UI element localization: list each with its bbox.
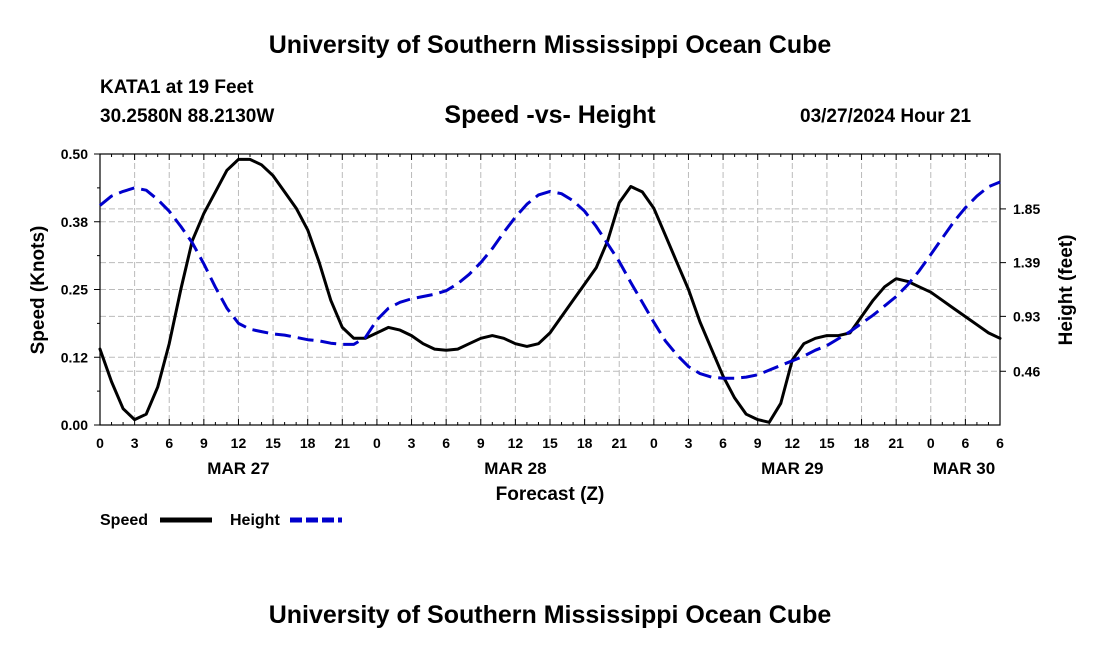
axis-ticks: 0 3 6 9 12 15 18 21 0 3 6 9 12 15 18 21 0 3 6 9 12 15 18 21 0 6 6 0…: [61, 146, 1041, 478]
x-tick-label: 6: [961, 435, 969, 451]
y-tick-label: 0.12: [61, 349, 88, 365]
grid: [100, 154, 1000, 425]
x-day-label: MAR 29: [761, 459, 823, 478]
station-coordinates: 30.2580N 88.2130W: [100, 106, 275, 127]
x-tick-label: 0: [650, 435, 658, 451]
y-tick-label: 0.25: [61, 282, 88, 298]
legend-label-speed: Speed: [100, 512, 148, 529]
x-tick-label: 3: [131, 435, 139, 451]
x-tick-label: 12: [231, 435, 247, 451]
x-axis-title: Forecast (Z): [496, 484, 605, 505]
x-tick-label: 12: [785, 435, 801, 451]
series-group: [98, 157, 1002, 424]
series-line-height: [99, 180, 1001, 380]
x-tick-label: 21: [611, 435, 627, 451]
footer-title: University of Southern Mississippi Ocean…: [268, 601, 832, 629]
y2-tick-label: 0.46: [1013, 363, 1040, 379]
legend: Speed Height: [100, 512, 342, 529]
x-tick-label: 6: [719, 435, 727, 451]
station-label: KATA1 at 19 Feet: [100, 77, 254, 98]
x-day-label: MAR 30: [933, 459, 995, 478]
x-tick-label: 6: [996, 435, 1004, 451]
x-tick-label: 9: [477, 435, 485, 451]
x-tick-label: 15: [819, 435, 835, 451]
x-tick-label: 0: [96, 435, 104, 451]
x-tick-label: 0: [927, 435, 935, 451]
x-tick-label: 0: [373, 435, 381, 451]
x-tick-label: 12: [508, 435, 524, 451]
x-tick-label: 21: [888, 435, 904, 451]
y-tick-label: 0.50: [61, 146, 88, 162]
x-tick-label: 3: [685, 435, 693, 451]
x-tick-label: 18: [577, 435, 593, 451]
y2-tick-label: 0.93: [1013, 308, 1040, 324]
x-tick-label: 9: [200, 435, 208, 451]
legend-label-height: Height: [230, 512, 280, 529]
forecast-datetime: 03/27/2024 Hour 21: [800, 106, 972, 127]
x-tick-label: 3: [408, 435, 416, 451]
y-axis-title: Speed (Knots): [28, 226, 49, 355]
y2-axis-title: Height (feet): [1056, 235, 1077, 346]
y-tick-label: 0.00: [61, 417, 88, 433]
y2-tick-label: 1.39: [1013, 255, 1040, 271]
x-tick-label: 15: [265, 435, 281, 451]
x-tick-label: 9: [754, 435, 762, 451]
page-title: University of Southern Mississippi Ocean…: [268, 31, 832, 59]
x-tick-label: 18: [300, 435, 316, 451]
x-tick-label: 6: [165, 435, 173, 451]
x-day-label: MAR 28: [484, 459, 546, 478]
x-day-label: MAR 27: [207, 459, 269, 478]
x-tick-label: 21: [335, 435, 351, 451]
y-tick-label: 0.38: [61, 214, 88, 230]
chart-subtitle: Speed -vs- Height: [444, 101, 656, 129]
x-tick-label: 18: [854, 435, 870, 451]
x-tick-label: 6: [442, 435, 450, 451]
y2-tick-label: 1.85: [1013, 201, 1040, 217]
x-tick-label: 15: [542, 435, 558, 451]
